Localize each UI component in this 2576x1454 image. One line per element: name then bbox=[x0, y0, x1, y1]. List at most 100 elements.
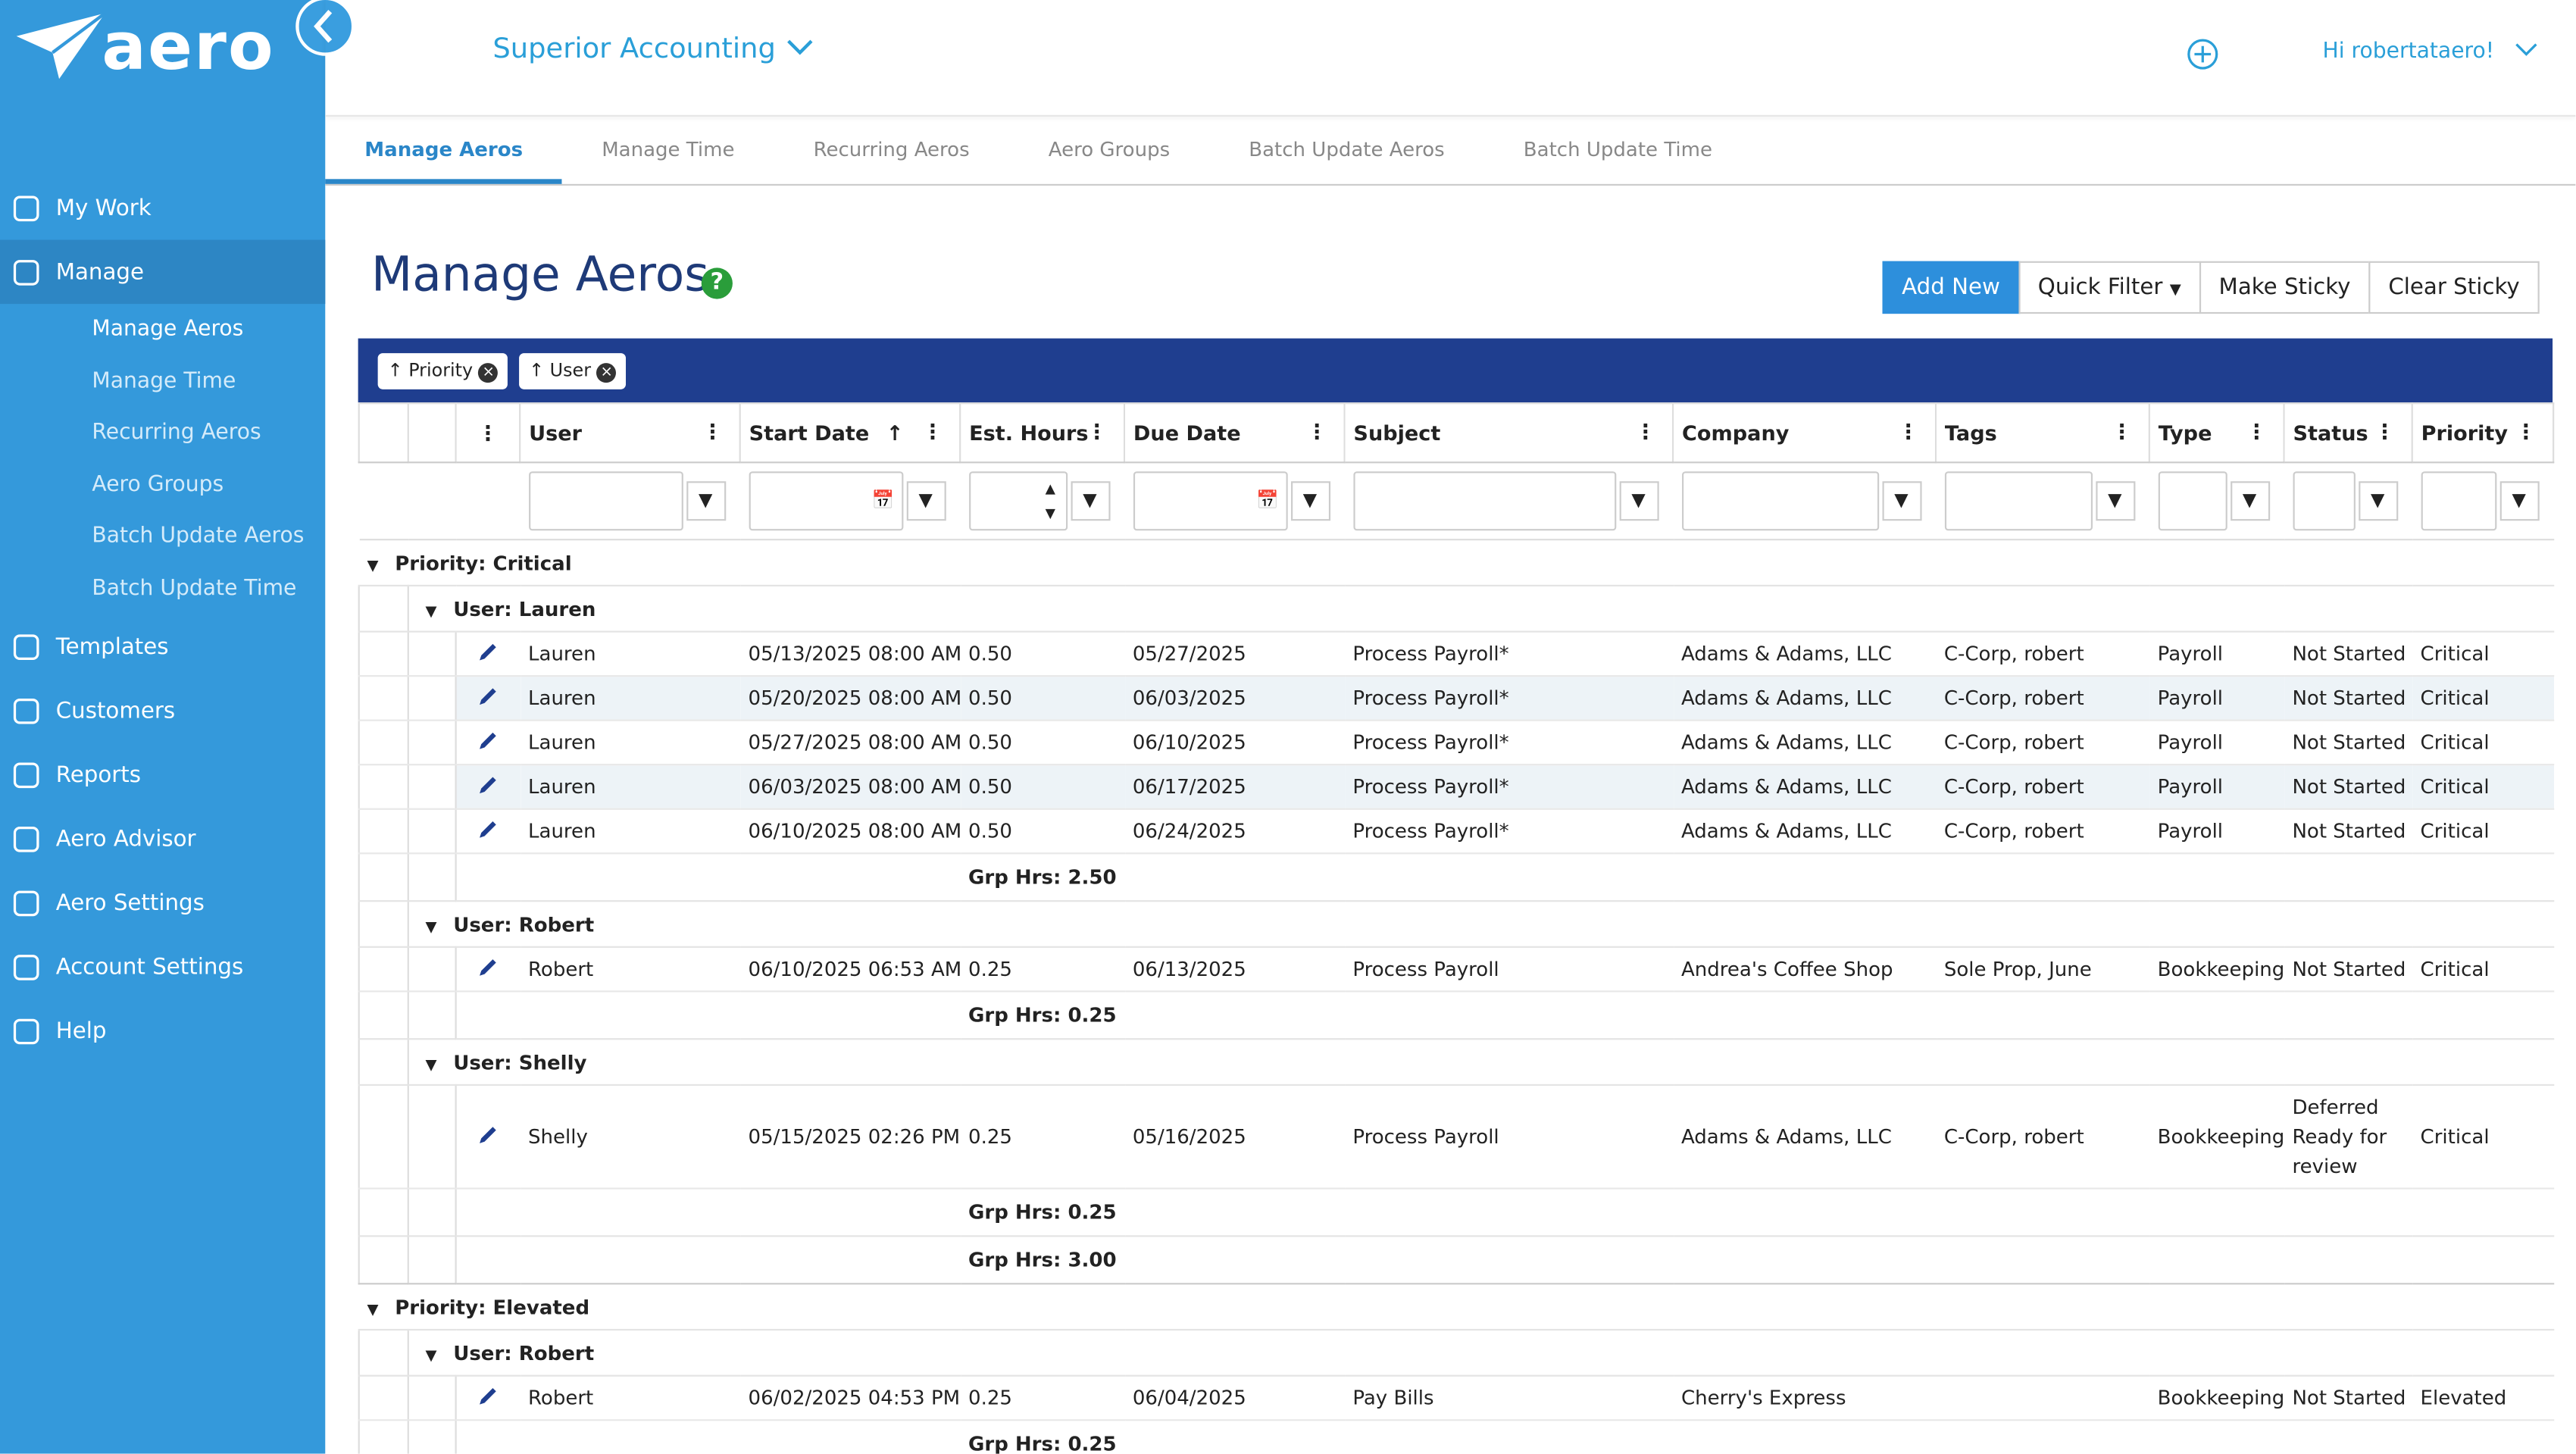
caret[interactable]: ▼ bbox=[425, 918, 437, 936]
sort-chip[interactable]: ↑ Priority × bbox=[377, 353, 508, 389]
nav-subitem[interactable]: Batch Update Time bbox=[92, 575, 297, 601]
column-menu[interactable]: ⋮ bbox=[1086, 418, 1108, 444]
column-header[interactable]: Type ⋮ bbox=[2148, 402, 2285, 464]
column-header[interactable]: Tags ⋮ bbox=[1934, 402, 2150, 464]
filter-button[interactable]: ▼ bbox=[1618, 481, 1658, 521]
button[interactable]: Add New bbox=[1882, 261, 2020, 314]
column-menu[interactable]: ⋮ bbox=[2246, 418, 2267, 444]
column-header[interactable]: User ⋮ bbox=[519, 402, 741, 464]
caret[interactable]: ▼ bbox=[425, 1347, 437, 1365]
cell: Process Payroll* bbox=[1344, 720, 1674, 766]
nav-item[interactable]: Customers bbox=[0, 678, 325, 743]
column-menu[interactable]: ⋮ bbox=[1898, 418, 1919, 444]
menu[interactable]: ⋮ bbox=[477, 421, 499, 446]
spinner[interactable]: ▲ ▼ bbox=[1045, 481, 1055, 521]
sort-chip[interactable]: ↑ User × bbox=[519, 353, 627, 389]
company-select[interactable]: Superior Accounting bbox=[492, 33, 814, 66]
nav-subitem[interactable]: Aero Groups bbox=[92, 472, 224, 497]
column-header[interactable]: Status ⋮ bbox=[2283, 402, 2413, 464]
tab[interactable]: Aero Groups bbox=[1048, 138, 1171, 161]
remove-icon[interactable]: × bbox=[596, 363, 617, 383]
caret[interactable]: ▼ bbox=[367, 1302, 379, 1318]
filter-input[interactable] bbox=[2157, 471, 2227, 531]
tab[interactable]: Batch Update Aeros bbox=[1249, 138, 1445, 161]
collapse-button[interactable] bbox=[295, 0, 355, 56]
nav-item[interactable]: Aero Advisor bbox=[0, 806, 325, 871]
edit-icon[interactable] bbox=[477, 684, 499, 707]
remove-icon[interactable]: × bbox=[478, 363, 499, 383]
nav-subitem[interactable]: Manage Time bbox=[92, 368, 236, 394]
filter-button[interactable]: ▼ bbox=[2499, 481, 2539, 521]
tab[interactable]: Batch Update Time bbox=[1523, 138, 1713, 161]
filter-button[interactable]: ▼ bbox=[1070, 481, 1110, 521]
nav-item[interactable]: Help bbox=[0, 999, 325, 1063]
edit-icon[interactable] bbox=[477, 1384, 499, 1407]
filter-input[interactable]: ▲ ▼ bbox=[968, 471, 1068, 531]
column-menu[interactable]: ⋮ bbox=[2111, 418, 2133, 444]
nav-item[interactable]: My Work bbox=[0, 176, 325, 240]
filter-button[interactable]: ▼ bbox=[905, 481, 946, 521]
column-menu[interactable]: ⋮ bbox=[2515, 418, 2537, 444]
caret[interactable]: ▼ bbox=[367, 558, 379, 574]
caret[interactable]: ▼ bbox=[425, 1057, 437, 1074]
filter-input[interactable] bbox=[1680, 471, 1879, 531]
filter-button[interactable]: ▼ bbox=[2358, 481, 2398, 521]
nav-item[interactable]: Reports bbox=[0, 743, 325, 807]
edit-icon[interactable] bbox=[477, 639, 499, 662]
group-cell[interactable]: ▼ Priority: Critical bbox=[358, 539, 2554, 586]
nav-item[interactable]: Aero Settings bbox=[0, 871, 325, 935]
edit-icon[interactable] bbox=[477, 955, 499, 978]
filter-button[interactable]: ▼ bbox=[1290, 481, 1330, 521]
tab[interactable]: Recurring Aeros bbox=[813, 138, 970, 161]
calendar-icon[interactable]: 📅 bbox=[871, 489, 895, 511]
column-header[interactable]: Due Date ⋮ bbox=[1123, 402, 1346, 464]
column-header[interactable]: Priority ⋮ bbox=[2411, 402, 2555, 464]
user-menu[interactable]: Hi robertataero! bbox=[2323, 39, 2538, 64]
caret[interactable]: ▼ bbox=[425, 603, 437, 621]
subgroup-cell[interactable]: ▼ User: Shelly bbox=[408, 1039, 2554, 1087]
filter-input[interactable] bbox=[2292, 471, 2355, 531]
edit-icon[interactable] bbox=[477, 1123, 499, 1146]
tab[interactable]: Manage Aeros bbox=[325, 115, 563, 184]
edit-icon[interactable] bbox=[477, 773, 499, 796]
filter-input[interactable]: 📅 bbox=[1132, 471, 1287, 531]
filter-input[interactable] bbox=[2420, 471, 2496, 531]
filter-input[interactable]: 📅 bbox=[748, 471, 903, 531]
filter-button[interactable]: ▼ bbox=[1881, 481, 1921, 521]
column-menu[interactable]: ⋮ bbox=[702, 418, 723, 444]
column-header[interactable]: Est. Hours ⋮ bbox=[959, 402, 1126, 464]
column-header[interactable]: Subject ⋮ bbox=[1343, 402, 1674, 464]
button[interactable]: Clear Sticky bbox=[2368, 261, 2540, 314]
column-menu[interactable]: ⋮ bbox=[2374, 418, 2395, 444]
add-icon[interactable] bbox=[2187, 38, 2219, 70]
nav-item[interactable]: Manage bbox=[0, 239, 326, 305]
button[interactable]: Make Sticky bbox=[2199, 261, 2371, 314]
subgroup-cell[interactable]: ▼ User: Lauren bbox=[408, 585, 2554, 633]
help-icon[interactable]: ? bbox=[701, 267, 733, 299]
column-menu[interactable]: ⋮ bbox=[922, 418, 943, 444]
nav-subitem[interactable]: Manage Aeros bbox=[92, 317, 244, 342]
filter-input[interactable] bbox=[528, 471, 683, 531]
calendar-icon[interactable]: 📅 bbox=[1256, 489, 1279, 511]
edit-icon[interactable] bbox=[477, 729, 499, 752]
filter-button[interactable]: ▼ bbox=[2095, 481, 2135, 521]
column-header[interactable]: Start Date ↑ ⋮ bbox=[739, 402, 961, 464]
logo[interactable]: aero bbox=[16, 10, 275, 86]
column-header[interactable]: Company ⋮ bbox=[1672, 402, 1937, 464]
filter-button[interactable]: ▼ bbox=[2230, 481, 2270, 521]
edit-icon[interactable] bbox=[477, 818, 499, 840]
subgroup-cell[interactable]: ▼ User: Robert bbox=[408, 1329, 2554, 1377]
group-cell[interactable]: ▼ Priority: Elevated bbox=[358, 1284, 2554, 1331]
filter-input[interactable] bbox=[1352, 471, 1616, 531]
subgroup-cell[interactable]: ▼ User: Robert bbox=[408, 901, 2554, 948]
tab[interactable]: Manage Time bbox=[602, 138, 735, 161]
nav-subitem[interactable]: Batch Update Aeros bbox=[92, 524, 305, 549]
column-menu[interactable]: ⋮ bbox=[1306, 418, 1327, 444]
nav-subitem[interactable]: Recurring Aeros bbox=[92, 421, 261, 446]
filter-button[interactable]: ▼ bbox=[686, 481, 726, 521]
column-menu[interactable]: ⋮ bbox=[1635, 418, 1656, 444]
nav-item[interactable]: Templates bbox=[0, 614, 325, 679]
button[interactable]: Quick Filter ▼ bbox=[2018, 261, 2201, 314]
filter-input[interactable] bbox=[1943, 471, 2092, 531]
nav-item[interactable]: Account Settings bbox=[0, 935, 325, 999]
